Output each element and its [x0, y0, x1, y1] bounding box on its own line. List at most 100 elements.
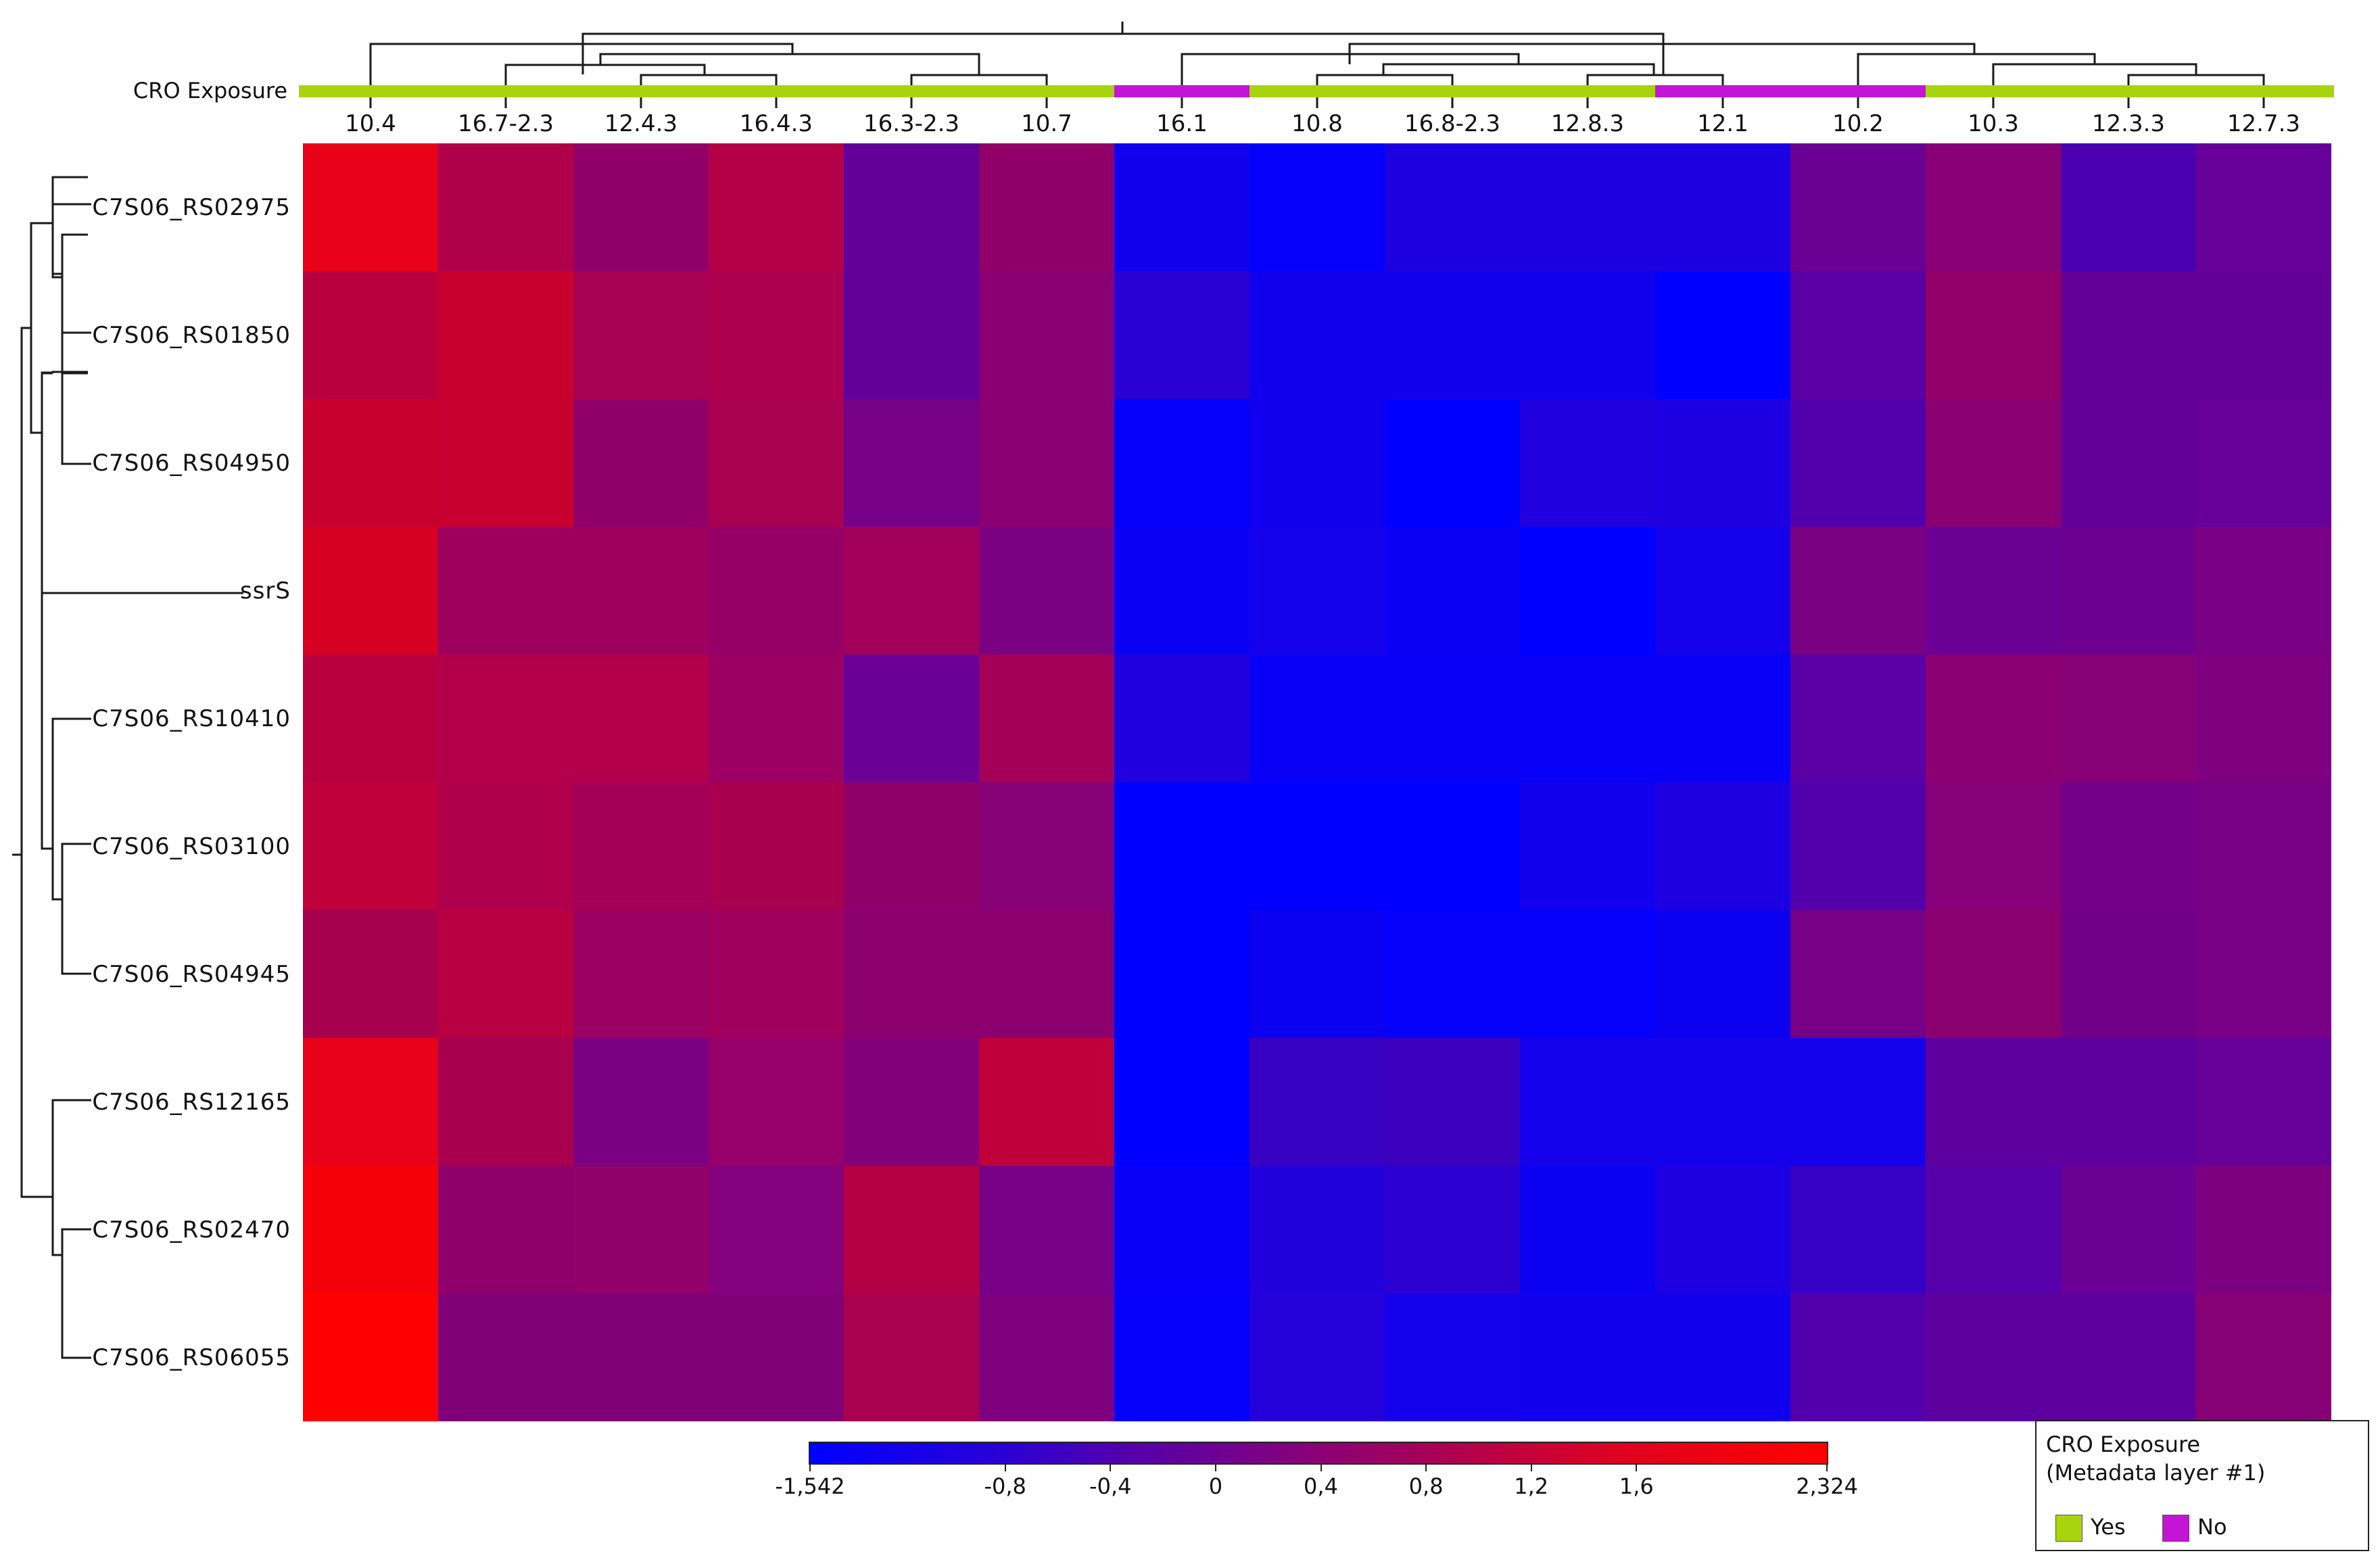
heatmap-cell: [2196, 910, 2331, 1038]
heatmap-cell: [2196, 527, 2331, 655]
heatmap-cell: [303, 527, 438, 655]
heatmap-cell: [709, 143, 844, 271]
heatmap-cell: [1250, 910, 1385, 1038]
color-scale-tick: [1425, 1463, 1427, 1471]
heatmap-cell: [1790, 143, 1926, 271]
heatmap-cell: [1114, 399, 1250, 527]
heatmap-cell: [1385, 527, 1520, 655]
heatmap-cell: [1385, 1038, 1520, 1166]
heatmap-cell: [303, 1294, 438, 1421]
heatmap-cell: [2061, 527, 2196, 655]
heatmap-cell: [1385, 143, 1520, 271]
heatmap-cell: [1520, 1294, 1655, 1421]
heatmap-cell: [2061, 399, 2196, 527]
heatmap-cell: [438, 1294, 573, 1421]
heatmap-cell: [1385, 1166, 1520, 1294]
column-label: 16.8-2.3: [1404, 110, 1501, 137]
heatmap-cell: [1520, 910, 1655, 1038]
heatmap-cell: [1520, 655, 1655, 782]
heatmap-cell: [1790, 527, 1926, 655]
legend-subtitle: (Metadata layer #1): [2046, 1460, 2266, 1486]
row-dendrogram-lower: [41, 203, 243, 1359]
color-scale-tick: [1004, 1463, 1006, 1471]
row-label: C7S06_RS06055: [92, 1344, 291, 1371]
column-label: 16.1: [1156, 110, 1208, 137]
metadata-segment-yes: [299, 85, 1114, 97]
heatmap-cell: [1114, 655, 1250, 782]
heatmap-cell: [1114, 143, 1250, 271]
heatmap-cell: [709, 1166, 844, 1294]
color-scale-tick: [1636, 1463, 1638, 1471]
heatmap-cell: [1790, 1294, 1926, 1421]
heatmap-cell: [1520, 1038, 1655, 1166]
heatmap-cell: [303, 782, 438, 910]
heatmap-cell: [709, 1294, 844, 1421]
column-label: 12.7.3: [2227, 110, 2301, 137]
heatmap-cell: [573, 1294, 709, 1421]
column-label: 16.7-2.3: [457, 110, 554, 137]
heatmap-cell: [844, 1038, 979, 1166]
heatmap-cell: [1655, 1166, 1790, 1294]
heatmap-cell: [979, 655, 1114, 782]
metadata-segment-no: [1655, 85, 1926, 97]
heatmap-cell: [1114, 1038, 1250, 1166]
color-scale-tick: [1320, 1463, 1322, 1471]
heatmap-cell: [573, 910, 709, 1038]
heatmap-cell: [573, 655, 709, 782]
heatmap-cell: [1926, 271, 2061, 399]
heatmap-cell: [1655, 143, 1790, 271]
color-scale-tick: [809, 1463, 811, 1471]
heatmap-cell: [1655, 1038, 1790, 1166]
heatmap-cell: [709, 527, 844, 655]
heatmap-cell: [303, 271, 438, 399]
color-scale-tick-label: 0: [1208, 1473, 1223, 1499]
heatmap-cell: [303, 910, 438, 1038]
color-scale-tick-label: 1,2: [1514, 1473, 1549, 1499]
heatmap-cell: [573, 527, 709, 655]
heatmap-cell: [1385, 910, 1520, 1038]
heatmap-cell: [2196, 1038, 2331, 1166]
color-scale-tick: [1110, 1463, 1112, 1471]
heatmap-cell: [2061, 910, 2196, 1038]
heatmap-cell: [438, 399, 573, 527]
heatmap-cell: [1520, 527, 1655, 655]
heatmap-cell: [2196, 1166, 2331, 1294]
heatmap-cell: [438, 1038, 573, 1166]
heatmap-cell: [979, 527, 1114, 655]
heatmap-cell: [1926, 1166, 2061, 1294]
legend-label-no: No: [2197, 1514, 2227, 1540]
heatmap-cell: [1655, 1294, 1790, 1421]
heatmap-cell: [1926, 1038, 2061, 1166]
row-label: C7S06_RS03100: [92, 832, 291, 860]
heatmap-cell: [2196, 782, 2331, 910]
heatmap-cell: [1114, 1294, 1250, 1421]
heatmap-cell: [1250, 1294, 1385, 1421]
heatmap-cell: [1655, 399, 1790, 527]
heatmap-cell: [2061, 655, 2196, 782]
metadata-segment-yes: [1250, 85, 1655, 97]
heatmap-cell: [1655, 527, 1790, 655]
color-scale-bar: [809, 1442, 1828, 1465]
column-label: 10.2: [1832, 110, 1884, 137]
legend-swatch-no: [2162, 1515, 2189, 1542]
heatmap-cell: [1385, 271, 1520, 399]
column-label: 10.8: [1291, 110, 1343, 137]
heatmap-cell: [1114, 782, 1250, 910]
heatmap-cell: [1250, 527, 1385, 655]
heatmap-cell: [1790, 399, 1926, 527]
color-scale-tick-label: -0,8: [984, 1473, 1026, 1499]
heatmap-cell: [1926, 143, 2061, 271]
heatmap-cell: [303, 143, 438, 271]
heatmap-cell: [844, 782, 979, 910]
legend-label-yes: Yes: [2091, 1514, 2126, 1540]
heatmap-cell: [709, 910, 844, 1038]
color-scale-tick-label: 2,324: [1796, 1473, 1858, 1499]
heatmap-cell: [2196, 1294, 2331, 1421]
row-label: C7S06_RS01850: [92, 321, 291, 349]
heatmap-cell: [303, 655, 438, 782]
heatmap-cell: [1926, 910, 2061, 1038]
heatmap-cell: [1790, 1038, 1926, 1166]
heatmap-cell: [1655, 655, 1790, 782]
heatmap-cell: [573, 1038, 709, 1166]
heatmap-cell: [1926, 399, 2061, 527]
